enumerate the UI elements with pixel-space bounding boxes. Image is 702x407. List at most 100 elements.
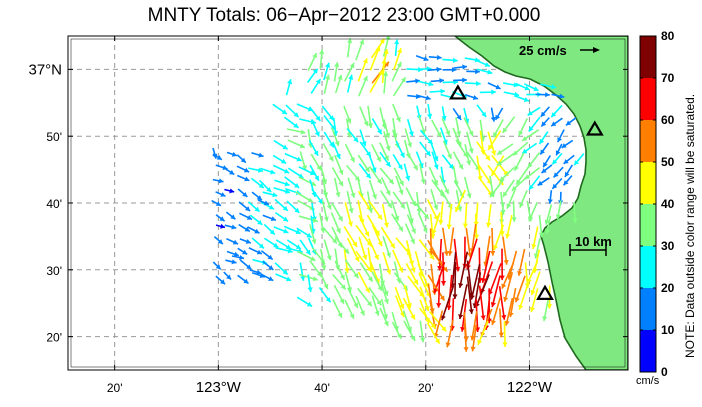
current-vector-head xyxy=(408,131,414,137)
map-title: MNTY Totals: 06−Apr−2012 23:00 GMT+0.000 xyxy=(147,5,541,26)
current-vector-head xyxy=(257,219,263,225)
current-vector-head xyxy=(315,79,321,85)
current-vector-head xyxy=(374,230,380,236)
current-vector-head xyxy=(282,269,288,275)
current-vector-head xyxy=(491,89,496,95)
current-vector-shaft xyxy=(465,227,472,258)
current-vector-head xyxy=(462,64,467,70)
current-vector-head xyxy=(312,276,318,282)
current-vector-shaft xyxy=(481,250,491,283)
current-vector-head xyxy=(246,215,252,220)
current-vector-head xyxy=(429,254,435,260)
current-vector-shaft xyxy=(437,275,441,308)
current-vector-head xyxy=(365,287,370,293)
current-vector-head xyxy=(420,129,426,135)
current-vector-head xyxy=(347,38,353,44)
current-vector-head xyxy=(538,232,544,238)
current-vector-head xyxy=(367,123,373,128)
current-vector-shaft xyxy=(466,260,473,298)
current-vector-head xyxy=(295,244,301,249)
current-vector-head xyxy=(325,62,331,68)
current-vector-head xyxy=(462,223,468,229)
current-vector-head xyxy=(413,165,418,171)
current-vector-head xyxy=(378,70,383,76)
colorbar-segment xyxy=(640,78,656,121)
current-vector-head xyxy=(519,202,524,208)
current-vector-head xyxy=(399,152,405,158)
current-vector-head xyxy=(490,251,496,256)
colorbar-tick-label: 40 xyxy=(661,197,675,211)
current-vector-head xyxy=(437,266,443,271)
current-vector-head xyxy=(473,234,480,240)
current-vector-head xyxy=(431,229,437,235)
colorbar-tick-label: 0 xyxy=(661,365,668,379)
current-vector-shaft xyxy=(442,227,448,256)
current-vector-head xyxy=(328,156,334,162)
current-vector-shaft xyxy=(471,324,478,352)
current-vector-head xyxy=(518,304,524,310)
current-vector-head xyxy=(307,287,313,292)
current-vector-head xyxy=(490,116,496,122)
current-vector-head xyxy=(505,233,511,239)
current-vector-head xyxy=(406,303,412,308)
current-vector-head xyxy=(387,202,392,208)
current-vector-shaft xyxy=(466,276,473,314)
current-vector-head xyxy=(258,152,264,158)
current-vector-head xyxy=(348,74,354,80)
current-vector-head xyxy=(268,276,274,281)
current-vector-head xyxy=(540,149,545,155)
current-vector-head xyxy=(470,346,476,352)
current-vector-head xyxy=(458,164,463,170)
current-vector-head xyxy=(395,116,401,122)
current-vector-head xyxy=(443,251,449,256)
current-vector-head xyxy=(338,169,344,175)
current-vector-head xyxy=(266,187,272,193)
current-vector-head xyxy=(528,216,534,222)
current-vector-head xyxy=(491,319,496,325)
colorbar-segment xyxy=(640,162,656,205)
current-vector-head xyxy=(543,162,548,168)
current-vector-head xyxy=(423,56,429,62)
current-vector-shaft xyxy=(509,287,517,318)
current-vector-shaft xyxy=(451,252,457,288)
current-vector-head xyxy=(398,267,404,273)
current-vector-head xyxy=(272,192,278,198)
current-vector-head xyxy=(318,198,323,204)
current-vector-head xyxy=(456,114,462,120)
current-vector-head xyxy=(398,189,404,195)
coastline-land xyxy=(453,36,628,370)
current-vector-shaft xyxy=(502,236,508,265)
current-vector-head xyxy=(334,62,340,67)
current-vector-head xyxy=(517,270,523,276)
current-vector-head xyxy=(545,92,550,98)
current-vector-shaft xyxy=(517,248,526,276)
current-vector-head xyxy=(335,153,341,159)
current-vector-head xyxy=(368,208,374,213)
radar-site-east xyxy=(585,120,604,136)
current-vector-head xyxy=(281,109,287,115)
current-vector-head xyxy=(335,192,341,197)
current-vector-head xyxy=(397,48,402,54)
current-vector-head xyxy=(229,169,235,175)
current-vector-head xyxy=(383,314,388,320)
current-vector-head xyxy=(325,297,331,303)
current-vector-head xyxy=(476,81,481,87)
current-vector-head xyxy=(415,93,421,100)
current-vector-head xyxy=(258,183,264,188)
current-vector-head xyxy=(425,95,431,101)
current-vector-head xyxy=(566,120,572,126)
current-vector-head xyxy=(242,249,248,255)
current-vector-shaft xyxy=(429,248,449,273)
current-vector-head xyxy=(541,121,547,127)
current-vector-head xyxy=(527,162,533,168)
current-vector-head xyxy=(337,312,343,318)
current-vector-shaft xyxy=(471,311,478,341)
current-vector-head xyxy=(353,272,359,279)
current-vector-head xyxy=(433,164,439,170)
colorbar-tick-label: 70 xyxy=(661,71,675,85)
current-vector-head xyxy=(542,316,548,322)
current-vector-head xyxy=(231,151,237,157)
lat-label: 40' xyxy=(46,197,62,211)
current-vector-head xyxy=(217,239,223,244)
current-vector-head xyxy=(559,93,565,99)
